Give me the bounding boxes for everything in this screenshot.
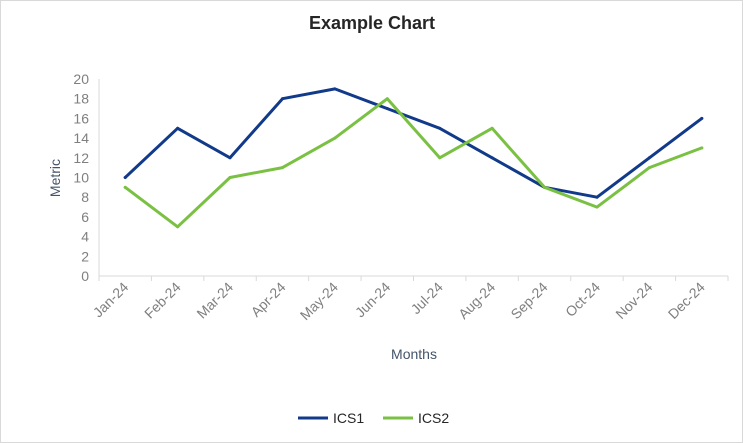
y-tick-label: 20 xyxy=(73,71,89,87)
x-tick-marks xyxy=(98,276,729,281)
legend-label-ics1: ICS1 xyxy=(333,410,364,426)
y-tick-label: 2 xyxy=(81,248,89,264)
y-tick-label: 12 xyxy=(73,150,89,166)
legend-label-ics2: ICS2 xyxy=(418,410,449,426)
y-tick-label: 14 xyxy=(73,130,89,146)
x-tick-labels: Jan-24 Feb-24 Mar-24 Apr-24 May-24 Jun-24 Jul-… xyxy=(90,279,708,323)
data-point-ics1 xyxy=(490,156,494,160)
x-tick-label: Nov-24 xyxy=(612,279,655,322)
data-point-ics1 xyxy=(647,156,651,160)
data-point-ics2 xyxy=(176,225,180,229)
chart-title: Example Chart xyxy=(309,13,435,33)
x-tick-label: Oct-24 xyxy=(562,279,603,320)
data-point-ics1 xyxy=(228,156,232,160)
data-point-ics1 xyxy=(333,87,337,91)
data-point-ics2 xyxy=(333,136,337,140)
y-tick-label: 10 xyxy=(73,170,89,186)
y-tick-label: 0 xyxy=(81,268,89,284)
data-point-ics2 xyxy=(647,166,651,170)
legend: ICS1 ICS2 xyxy=(298,410,449,426)
x-tick-label: Mar-24 xyxy=(193,279,236,322)
data-point-ics2 xyxy=(700,146,704,150)
y-tick-label: 18 xyxy=(73,91,89,107)
data-point-ics2 xyxy=(123,185,127,189)
x-tick-label: Jul-24 xyxy=(408,279,446,317)
data-point-ics1 xyxy=(176,126,180,130)
data-point-ics1 xyxy=(700,116,704,120)
data-point-ics2 xyxy=(438,156,442,160)
y-tick-label: 4 xyxy=(81,229,89,245)
x-tick-label: Dec-24 xyxy=(665,279,708,322)
x-tick-label: Feb-24 xyxy=(141,279,184,322)
y-tick-label: 16 xyxy=(73,110,89,126)
x-tick-label: Jan-24 xyxy=(90,279,132,321)
y-axis-label: Metric xyxy=(47,159,63,197)
x-tick-label: Apr-24 xyxy=(248,279,289,320)
x-tick-label: Sep-24 xyxy=(507,279,550,322)
x-axis-label: Months xyxy=(391,346,437,362)
data-point-ics1 xyxy=(280,97,284,101)
data-point-ics1 xyxy=(385,107,389,111)
data-point-ics2 xyxy=(385,97,389,101)
data-point-ics2 xyxy=(543,185,547,189)
y-tick-label: 6 xyxy=(81,209,89,225)
data-point-ics2 xyxy=(280,166,284,170)
x-tick-label: May-24 xyxy=(297,279,341,323)
y-tick-labels: 0 2 4 6 8 10 12 14 16 18 20 xyxy=(73,71,89,284)
data-point-ics2 xyxy=(490,126,494,130)
x-tick-label: Jun-24 xyxy=(352,279,394,321)
data-point-ics2 xyxy=(228,176,232,179)
series-lines xyxy=(123,87,704,229)
series-line-ics1 xyxy=(123,87,704,199)
data-point-ics1 xyxy=(438,126,442,130)
data-point-ics2 xyxy=(595,205,599,209)
x-tick-label: Aug-24 xyxy=(455,279,498,322)
data-point-ics1 xyxy=(123,176,127,179)
series-line-ics2 xyxy=(123,97,704,229)
y-tick-label: 8 xyxy=(81,189,89,205)
data-point-ics1 xyxy=(595,195,599,199)
